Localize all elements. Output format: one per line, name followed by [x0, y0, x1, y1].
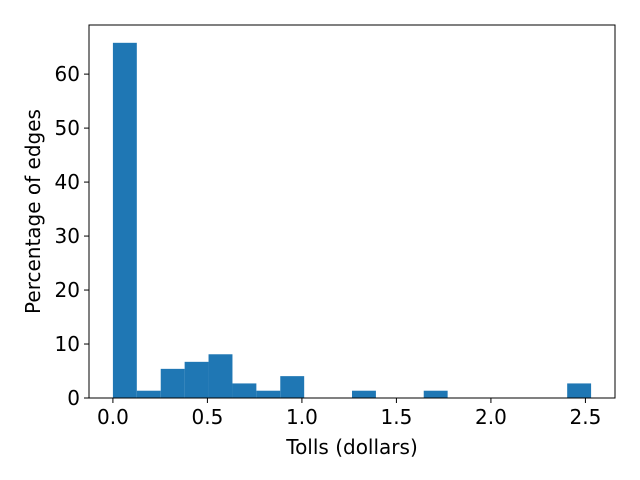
histogram-bar — [136, 390, 161, 398]
histogram-bar — [160, 368, 185, 398]
histogram-bar — [423, 390, 448, 398]
x-tick-label: 2.0 — [475, 405, 507, 429]
y-tick-label: 60 — [55, 62, 80, 86]
x-axis-label: Tolls (dollars) — [285, 435, 418, 459]
y-tick-label: 10 — [55, 332, 80, 356]
histogram-bars — [112, 42, 592, 398]
histogram-bar — [352, 390, 376, 398]
x-tick-label: 2.5 — [570, 405, 602, 429]
x-tick-label: 0.5 — [192, 405, 224, 429]
histogram-bar — [567, 383, 592, 398]
y-axis-label: Percentage of edges — [21, 109, 45, 314]
y-tick-label: 0 — [67, 386, 80, 410]
y-tick-label: 50 — [55, 116, 80, 140]
plot-frame — [88, 24, 616, 399]
x-axis-ticks: 0.0 0.5 1.0 1.5 2.0 2.5 — [97, 398, 601, 429]
y-tick-label: 30 — [55, 224, 80, 248]
histogram-bar — [256, 390, 281, 398]
y-tick-label: 40 — [55, 170, 80, 194]
histogram-bar — [280, 376, 305, 398]
x-tick-label: 0.0 — [97, 405, 129, 429]
histogram-bar — [184, 361, 209, 398]
histogram-bar — [112, 42, 137, 398]
histogram-bar — [232, 383, 257, 398]
x-tick-label: 1.0 — [286, 405, 318, 429]
histogram-bar — [208, 354, 233, 398]
y-tick-label: 20 — [55, 278, 80, 302]
y-axis-ticks: 0 10 20 30 40 50 60 — [55, 62, 89, 410]
x-tick-label: 1.5 — [381, 405, 413, 429]
